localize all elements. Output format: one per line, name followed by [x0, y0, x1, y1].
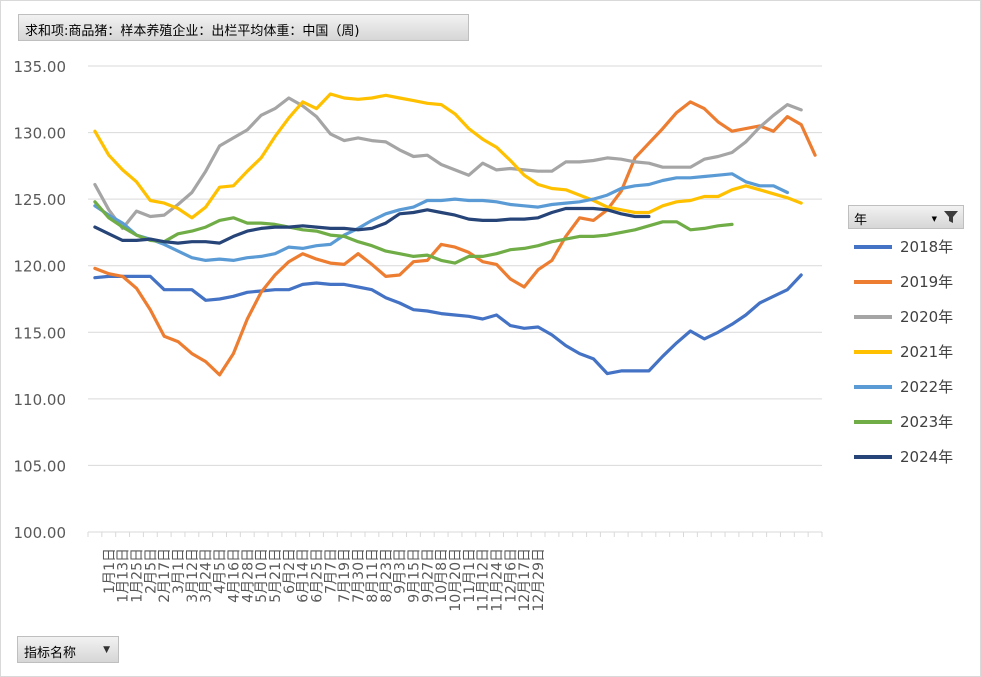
x-tick-label: 2月17日: [157, 548, 173, 603]
x-tick-label: 1月1日: [102, 548, 118, 594]
legend: 年 ▼ 2018年 2019年 2020年 2021年 2022年 2023年 2024年: [848, 205, 964, 474]
x-tick-label: 12月29日: [531, 548, 547, 612]
x-tick-label: 10月20日: [448, 548, 464, 612]
legend-swatch: [854, 244, 892, 249]
x-tick-label: 8月23日: [379, 548, 395, 603]
axis-field-button[interactable]: 指标名称 ▼: [17, 636, 119, 663]
x-tick-label: 12月17日: [517, 548, 533, 612]
x-tick-label: 12月6日: [503, 548, 519, 603]
y-tick-label: 115.00: [14, 324, 67, 342]
x-tick-label: 11月12日: [476, 548, 492, 612]
value-field-label: 求和项:商品猪：样本养殖企业：出栏平均体重：中国（周): [25, 24, 360, 39]
legend-item: 2023年: [848, 404, 964, 439]
x-tick-label: 8月11日: [365, 548, 381, 603]
filter-funnel-icon[interactable]: [943, 209, 959, 225]
x-tick-label: 5月21日: [268, 548, 284, 603]
legend-item: 2022年: [848, 369, 964, 404]
legend-swatch: [854, 454, 892, 459]
legend-swatch: [854, 419, 892, 424]
legend-item: 2018年: [848, 229, 964, 264]
x-tick-label: 6月25日: [310, 548, 326, 603]
legend-swatch: [854, 314, 892, 319]
x-tick-label: 3月24日: [199, 548, 215, 603]
legend-filter-button[interactable]: 年 ▼: [848, 205, 964, 229]
x-tick-label: 6月2日: [282, 548, 298, 594]
x-tick-label: 1月13日: [116, 548, 132, 603]
series-line: [93, 100, 817, 377]
chevron-down-icon[interactable]: ▼: [103, 645, 110, 655]
y-tick-label: 120.00: [14, 258, 67, 276]
x-tick-label: 5月10日: [254, 548, 270, 603]
x-tick-label: 7月19日: [337, 548, 353, 603]
legend-label: 2021年: [900, 343, 954, 361]
series-line: [93, 206, 651, 245]
legend-label: 2018年: [900, 238, 954, 256]
x-tick-label: 9月15日: [406, 548, 422, 603]
x-tick-label: 6月14日: [296, 548, 312, 603]
x-tick-label: 2月5日: [143, 548, 159, 594]
y-tick-label: 100.00: [14, 524, 67, 542]
chevron-down-icon[interactable]: ▼: [931, 215, 937, 223]
legend-item: 2024年: [848, 439, 964, 474]
series-line: [93, 273, 803, 376]
axis-field-label: 指标名称: [24, 646, 77, 661]
y-tick-label: 135.00: [14, 58, 67, 76]
value-field-button[interactable]: 求和项:商品猪：样本养殖企业：出栏平均体重：中国（周): [18, 14, 469, 41]
legend-swatch: [854, 279, 892, 284]
legend-label: 2024年: [900, 448, 954, 466]
x-tick-label: 4月5日: [213, 548, 229, 594]
legend-item: 2021年: [848, 334, 964, 369]
x-tick-label: 10月8日: [434, 548, 450, 603]
x-tick-label: 7月30日: [351, 548, 367, 603]
legend-label: 2022年: [900, 378, 954, 396]
x-tick-label: 9月3日: [393, 548, 409, 594]
legend-item: 2020年: [848, 299, 964, 334]
series-line: [93, 96, 803, 230]
legend-label: 2023年: [900, 413, 954, 431]
x-tick-label: 7月7日: [323, 548, 339, 594]
legend-title: 年: [854, 213, 868, 228]
x-tick-label: 4月28日: [240, 548, 256, 603]
y-tick-label: 125.00: [14, 191, 67, 209]
legend-swatch: [854, 384, 892, 389]
y-tick-label: 110.00: [14, 391, 67, 409]
legend-item: 2019年: [848, 264, 964, 299]
x-tick-label: 4月16日: [226, 548, 242, 603]
x-tick-label: 1月25日: [129, 548, 145, 603]
x-tick-label: 3月12日: [185, 548, 201, 603]
legend-label: 2019年: [900, 273, 954, 291]
y-tick-label: 105.00: [14, 457, 67, 475]
series-line: [93, 92, 803, 220]
x-tick-label: 9月27日: [420, 548, 436, 603]
legend-label: 2020年: [900, 308, 954, 326]
legend-items: 2018年 2019年 2020年 2021年 2022年 2023年 2024年: [848, 229, 964, 474]
x-tick-label: 11月1日: [462, 548, 478, 603]
y-tick-label: 130.00: [14, 125, 67, 143]
x-tick-label: 11月24日: [490, 548, 506, 612]
series-line: [93, 172, 790, 262]
x-tick-label: 3月1日: [171, 548, 187, 594]
series-line: [93, 200, 734, 265]
legend-swatch: [854, 349, 892, 354]
